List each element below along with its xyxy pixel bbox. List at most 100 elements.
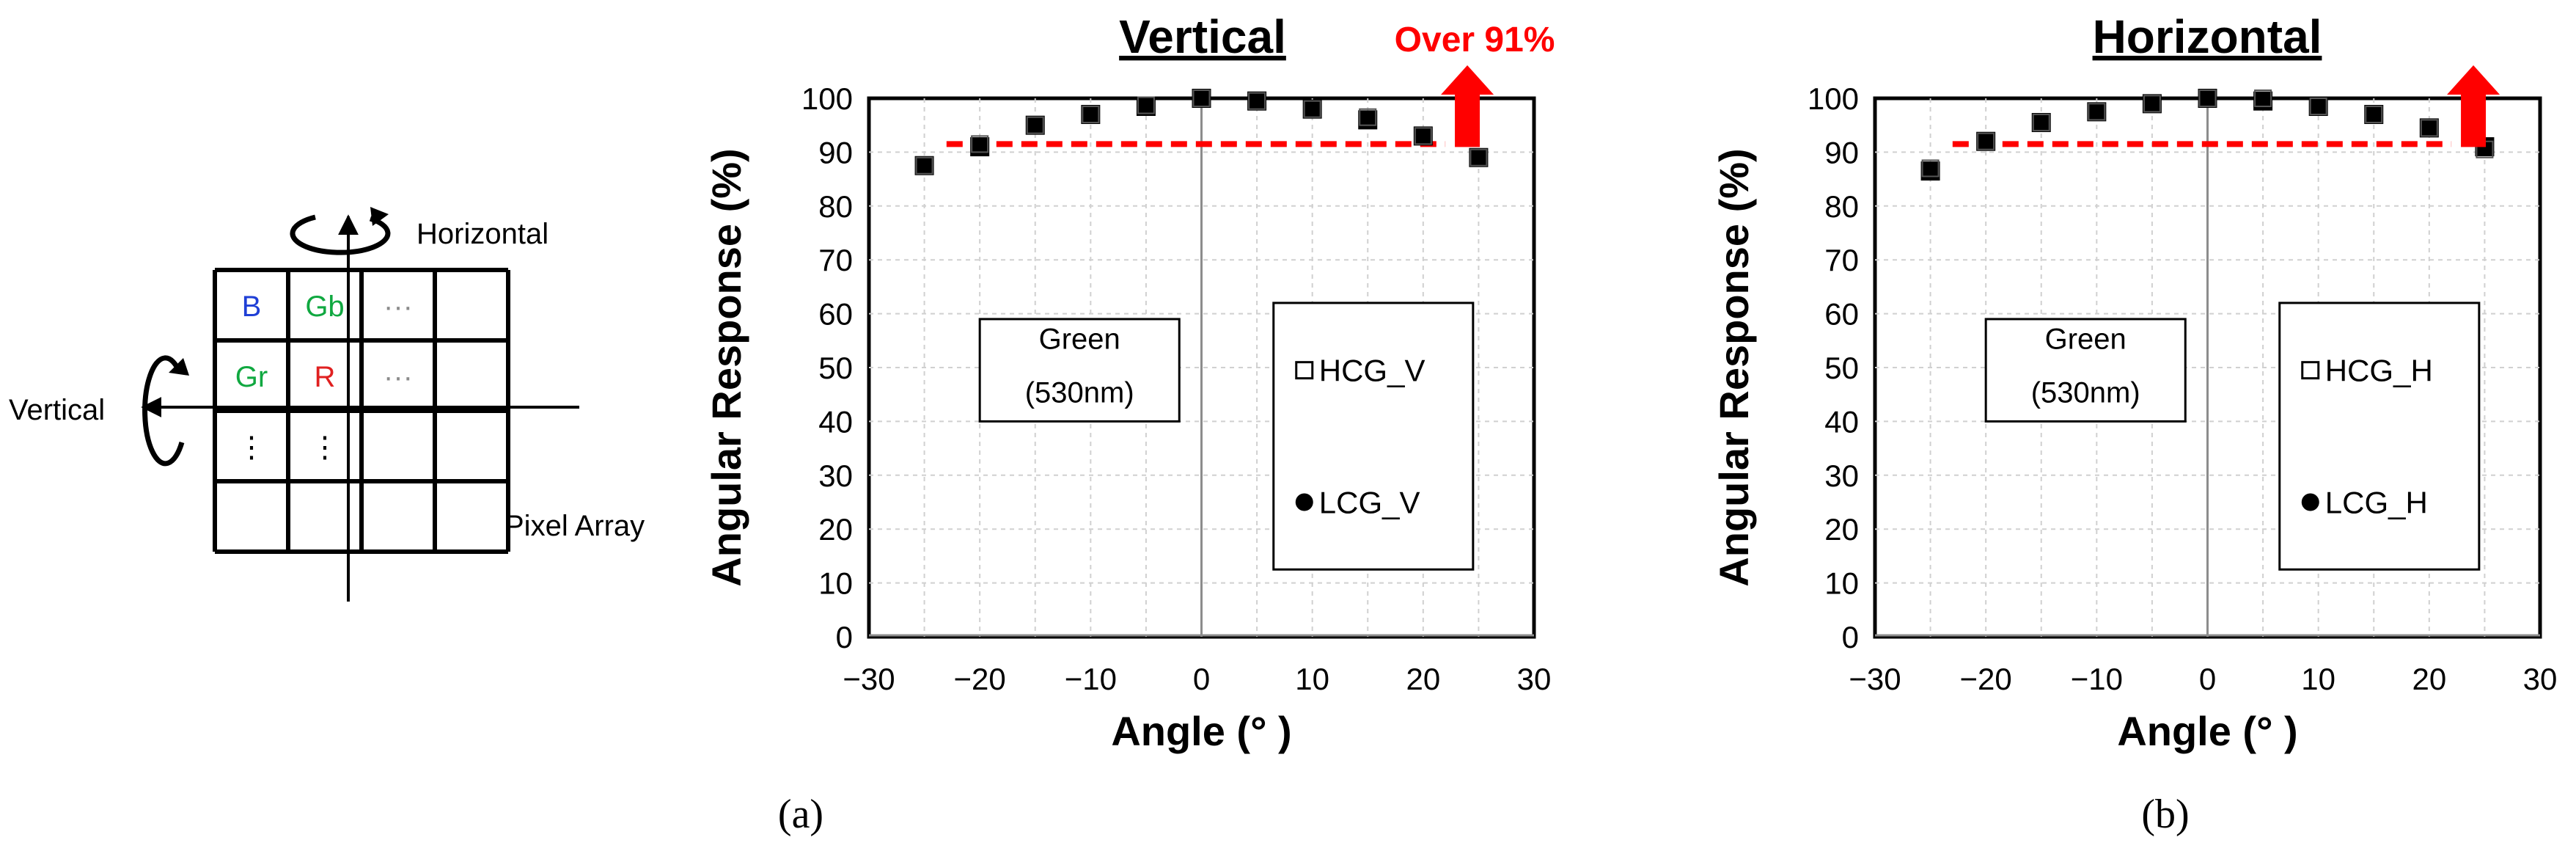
data-point-lcg: [1192, 89, 1211, 108]
x-axis-title: Angle (° ): [2117, 708, 2297, 754]
annotation-box: [978, 318, 1181, 423]
y-tick-label: 70: [1824, 243, 1859, 277]
data-point-hcg: [2309, 98, 2327, 116]
x-tick-label: −10: [2071, 662, 2123, 696]
data-point-lcg: [2253, 91, 2273, 111]
y-tick-label: 100: [1808, 81, 1859, 116]
legend-box: [2278, 302, 2481, 571]
pixel-array-label: Pixel Array: [504, 510, 645, 542]
pixel-cell-label: Gb: [305, 291, 344, 323]
legend-marker-square-icon: [1295, 361, 1314, 380]
pixel-grid: [213, 268, 510, 554]
annotation-line-1: Green: [2045, 323, 2127, 355]
x-tick-label: 10: [2301, 662, 2335, 696]
caption-b: (b): [2141, 792, 2189, 837]
data-point-hcg: [1137, 96, 1155, 114]
pixel-cells: B Gb ··· Gr R ··· ⋮ ⋮: [235, 291, 413, 464]
x-tick-label: −10: [1065, 662, 1117, 696]
data-point-lcg: [2031, 113, 2051, 133]
pixel-cell-label: R: [315, 361, 336, 393]
x-tick-label: 30: [1517, 662, 1552, 696]
legend-label: HCG_H: [2325, 354, 2433, 388]
x-tick-label: 20: [2412, 662, 2446, 696]
horizontal-chart: 0 10 20 30 40 50 60 70 80 90 100 −30 −20 −10 0 10 20 30 An…: [1711, 10, 2557, 754]
data-point-hcg: [1977, 132, 1995, 150]
y-tick-label: 0: [1842, 620, 1859, 654]
data-point-hcg: [1248, 92, 1266, 110]
x-tick-label: −20: [1960, 662, 2012, 696]
data-point-lcg: [2142, 94, 2162, 114]
horizontal-rotation-arrow-icon: [290, 214, 391, 255]
y-tick-label: 100: [801, 81, 853, 116]
data-point-lcg: [2087, 102, 2107, 122]
threshold-label: Over 91%: [1395, 21, 1555, 59]
legend-marker-circle-icon: [1295, 493, 1313, 511]
data-point-lcg: [1358, 110, 1378, 130]
y-tick-label: 50: [818, 351, 853, 385]
pixel-cell-label: ···: [384, 291, 413, 323]
x-tick-label: 20: [1406, 662, 1440, 696]
data-point-lcg: [1976, 131, 1996, 151]
threshold-arrow-shaft: [2461, 93, 2487, 147]
data-point-hcg: [915, 156, 933, 175]
y-tick-label: 40: [818, 404, 853, 439]
pixel-cell-label: Gr: [235, 361, 268, 393]
data-point-lcg: [1247, 91, 1267, 111]
data-point-lcg: [1413, 126, 1433, 146]
y-tick-label: 60: [818, 297, 853, 332]
y-tick-label: 90: [1824, 135, 1859, 169]
y-axis-title: Angular Response (%): [1711, 148, 1757, 586]
data-point-lcg: [2198, 89, 2217, 108]
x-tick-label: −30: [843, 662, 895, 696]
pixel-cell-label: ···: [384, 361, 413, 393]
data-point-hcg: [1921, 159, 1940, 178]
y-tick-label: 10: [818, 566, 853, 601]
y-tick-label: 30: [818, 459, 853, 493]
legend-marker-square-icon: [2301, 361, 2320, 380]
vertical-rotation-arrowhead-icon: [169, 358, 189, 376]
data-point-lcg: [2419, 118, 2439, 138]
y-tick-label: 30: [1824, 459, 1859, 493]
data-point-lcg: [1025, 115, 1045, 135]
chart-title: Horizontal: [2093, 10, 2322, 63]
threshold-arrow-up-icon: [1441, 65, 1494, 95]
y-tick-label: 50: [1824, 351, 1859, 385]
data-point-hcg: [1026, 116, 1044, 134]
annotation-line-2: (530nm): [2031, 377, 2140, 409]
horizontal-label: Horizontal: [417, 218, 548, 250]
y-tick-label: 20: [1824, 512, 1859, 547]
data-point-lcg: [1081, 105, 1101, 125]
data-point-hcg: [2254, 90, 2272, 107]
data-point-hcg: [2088, 103, 2106, 121]
vertical-rotation-arrow-icon: [142, 355, 185, 467]
x-tick-label: −20: [954, 662, 1006, 696]
annotation-line-2: (530nm): [1025, 377, 1134, 409]
data-point-hcg: [971, 135, 989, 153]
legend-label: LCG_V: [1319, 486, 1420, 520]
data-point-hcg: [1303, 100, 1321, 118]
vertical-label: Vertical: [9, 394, 105, 426]
caption-a: (a): [778, 792, 823, 837]
data-point-hcg: [1082, 106, 1100, 124]
annotation-line-1: Green: [1039, 323, 1120, 355]
legend-label: HCG_V: [1319, 354, 1425, 388]
data-point-lcg: [2364, 105, 2384, 125]
data-point-hcg: [2143, 95, 2161, 113]
data-point-hcg: [1359, 108, 1377, 126]
data-point-hcg: [1192, 90, 1211, 107]
x-tick-label: 0: [2199, 662, 2216, 696]
data-point-lcg: [2308, 97, 2328, 117]
pixel-cell-label: ⋮: [237, 431, 266, 464]
x-tick-label: 10: [1295, 662, 1329, 696]
data-point-hcg: [2032, 114, 2050, 132]
chart-title: Vertical: [1119, 10, 1286, 63]
y-tick-label: 80: [818, 189, 853, 224]
pixel-cell-label: B: [242, 291, 262, 323]
vertical-chart: 0 10 20 30 40 50 60 70 80 90 100 −30 −20 −10 0 10 20 30 An…: [703, 10, 1555, 754]
data-point-hcg: [2198, 90, 2217, 107]
legend-label: LCG_H: [2325, 486, 2428, 520]
pixel-array-schematic: B Gb ··· Gr R ··· ⋮ ⋮ Horizontal Vertical Pixel…: [9, 207, 645, 602]
horizontal-rotation-arrowhead-icon: [370, 207, 389, 226]
y-axis-title: Angular Response (%): [703, 148, 749, 586]
